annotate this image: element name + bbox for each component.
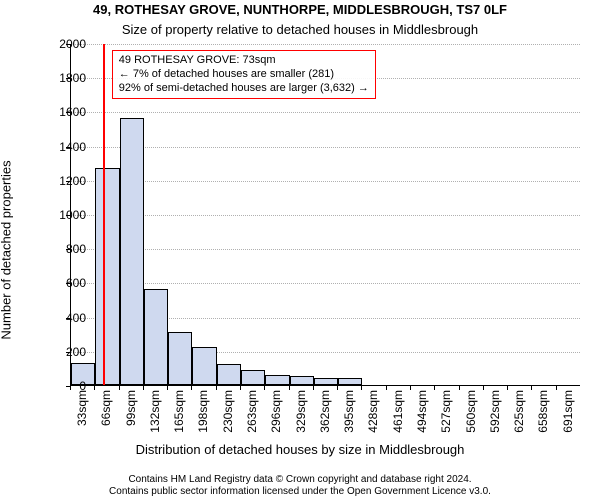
x-tick-label: 165sqm [172,390,186,450]
gridline [71,215,580,216]
chart-footer: Contains HM Land Registry data © Crown c… [0,474,600,498]
x-tick-mark [410,386,411,390]
x-tick-mark [216,386,217,390]
x-tick-label: 263sqm [245,390,259,450]
x-tick-label: 527sqm [439,390,453,450]
x-axis-label: Distribution of detached houses by size … [0,442,600,457]
histogram-bar [95,168,119,385]
x-tick-mark [556,386,557,390]
y-tick-label: 2000 [36,37,86,51]
y-tick-label: 1800 [36,71,86,85]
x-tick-mark [119,386,120,390]
x-tick-mark [459,386,460,390]
x-tick-mark [507,386,508,390]
x-tick-label: 230sqm [221,390,235,450]
y-tick-label: 200 [36,345,86,359]
x-tick-label: 362sqm [318,390,332,450]
x-tick-label: 296sqm [269,390,283,450]
x-tick-mark [337,386,338,390]
y-tick-label: 600 [36,276,86,290]
annotation-line: 49 ROTHESAY GROVE: 73sqm [119,54,369,68]
x-tick-label: 560sqm [464,390,478,450]
footer-line-2: Contains public sector information licen… [0,486,600,498]
x-tick-label: 132sqm [148,390,162,450]
y-tick-label: 1400 [36,140,86,154]
x-tick-mark [240,386,241,390]
gridline [71,44,580,45]
histogram-bar [120,118,144,385]
plot-area: 49 ROTHESAY GROVE: 73sqm← 7% of detached… [70,44,580,386]
x-tick-label: 395sqm [342,390,356,450]
x-tick-mark [434,386,435,390]
x-tick-label: 494sqm [415,390,429,450]
x-tick-mark [264,386,265,390]
gridline [71,249,580,250]
chart-subtitle: Size of property relative to detached ho… [0,22,600,37]
x-tick-mark [143,386,144,390]
x-tick-label: 461sqm [391,390,405,450]
x-tick-label: 428sqm [366,390,380,450]
histogram-bar [265,375,289,385]
histogram-bar [217,364,241,385]
x-tick-label: 33sqm [75,390,89,450]
gridline [71,181,580,182]
chart-title: 49, ROTHESAY GROVE, NUNTHORPE, MIDDLESBR… [0,2,600,17]
histogram-bar [144,289,168,385]
x-tick-label: 592sqm [488,390,502,450]
y-tick-label: 800 [36,242,86,256]
gridline [71,112,580,113]
x-tick-mark [70,386,71,390]
annotation-line: 92% of semi-detached houses are larger (… [119,82,369,96]
y-tick-label: 1200 [36,174,86,188]
x-tick-label: 625sqm [512,390,526,450]
x-tick-mark [361,386,362,390]
histogram-bar [168,332,192,385]
x-tick-mark [289,386,290,390]
x-tick-mark [531,386,532,390]
gridline [71,147,580,148]
histogram-bar [192,347,216,385]
x-tick-mark [313,386,314,390]
property-marker-line [103,44,105,385]
y-axis-label: Number of detached properties [0,160,14,339]
x-tick-mark [191,386,192,390]
x-tick-label: 99sqm [124,390,138,450]
y-tick-label: 1600 [36,105,86,119]
y-tick-label: 1000 [36,208,86,222]
x-tick-mark [386,386,387,390]
annotation-line: ← 7% of detached houses are smaller (281… [119,68,369,82]
x-tick-mark [167,386,168,390]
footer-line-1: Contains HM Land Registry data © Crown c… [0,474,600,486]
annotation-box: 49 ROTHESAY GROVE: 73sqm← 7% of detached… [112,50,376,99]
x-tick-mark [483,386,484,390]
x-tick-label: 198sqm [196,390,210,450]
histogram-bar [314,378,338,385]
x-tick-mark [94,386,95,390]
histogram-bar [290,376,314,385]
gridline [71,283,580,284]
histogram-bar [241,370,265,385]
y-tick-label: 400 [36,311,86,325]
x-tick-label: 691sqm [561,390,575,450]
chart-container: 49, ROTHESAY GROVE, NUNTHORPE, MIDDLESBR… [0,0,600,500]
x-tick-label: 329sqm [294,390,308,450]
histogram-bar [338,378,362,385]
x-tick-label: 658sqm [536,390,550,450]
x-tick-label: 66sqm [99,390,113,450]
